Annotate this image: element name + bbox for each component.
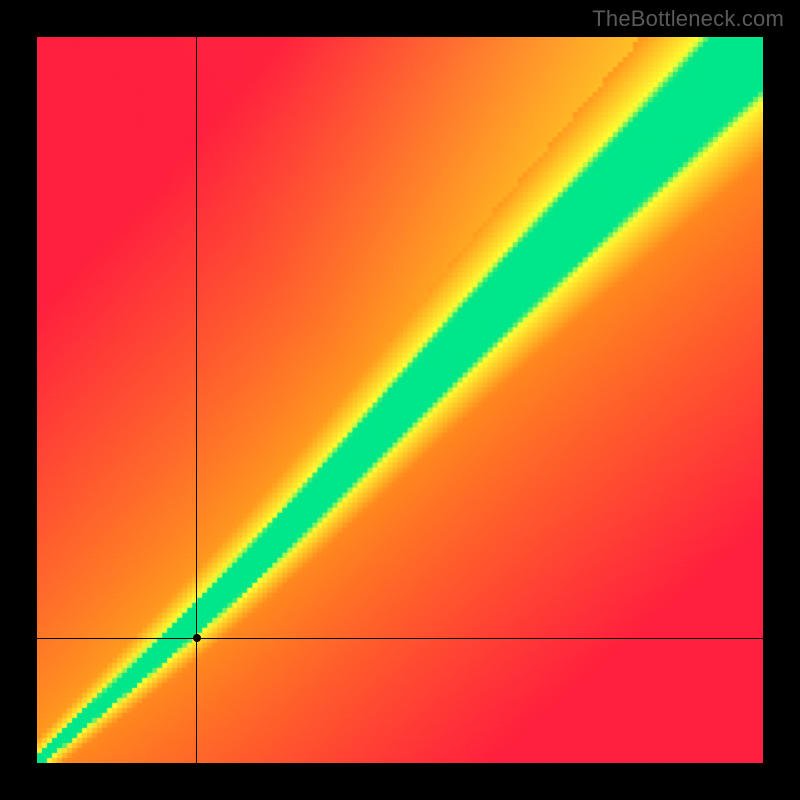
crosshair-horizontal	[37, 638, 763, 639]
watermark-text: TheBottleneck.com	[592, 6, 784, 32]
bottleneck-heatmap	[37, 37, 763, 763]
crosshair-marker	[193, 634, 201, 642]
crosshair-vertical	[196, 37, 197, 763]
